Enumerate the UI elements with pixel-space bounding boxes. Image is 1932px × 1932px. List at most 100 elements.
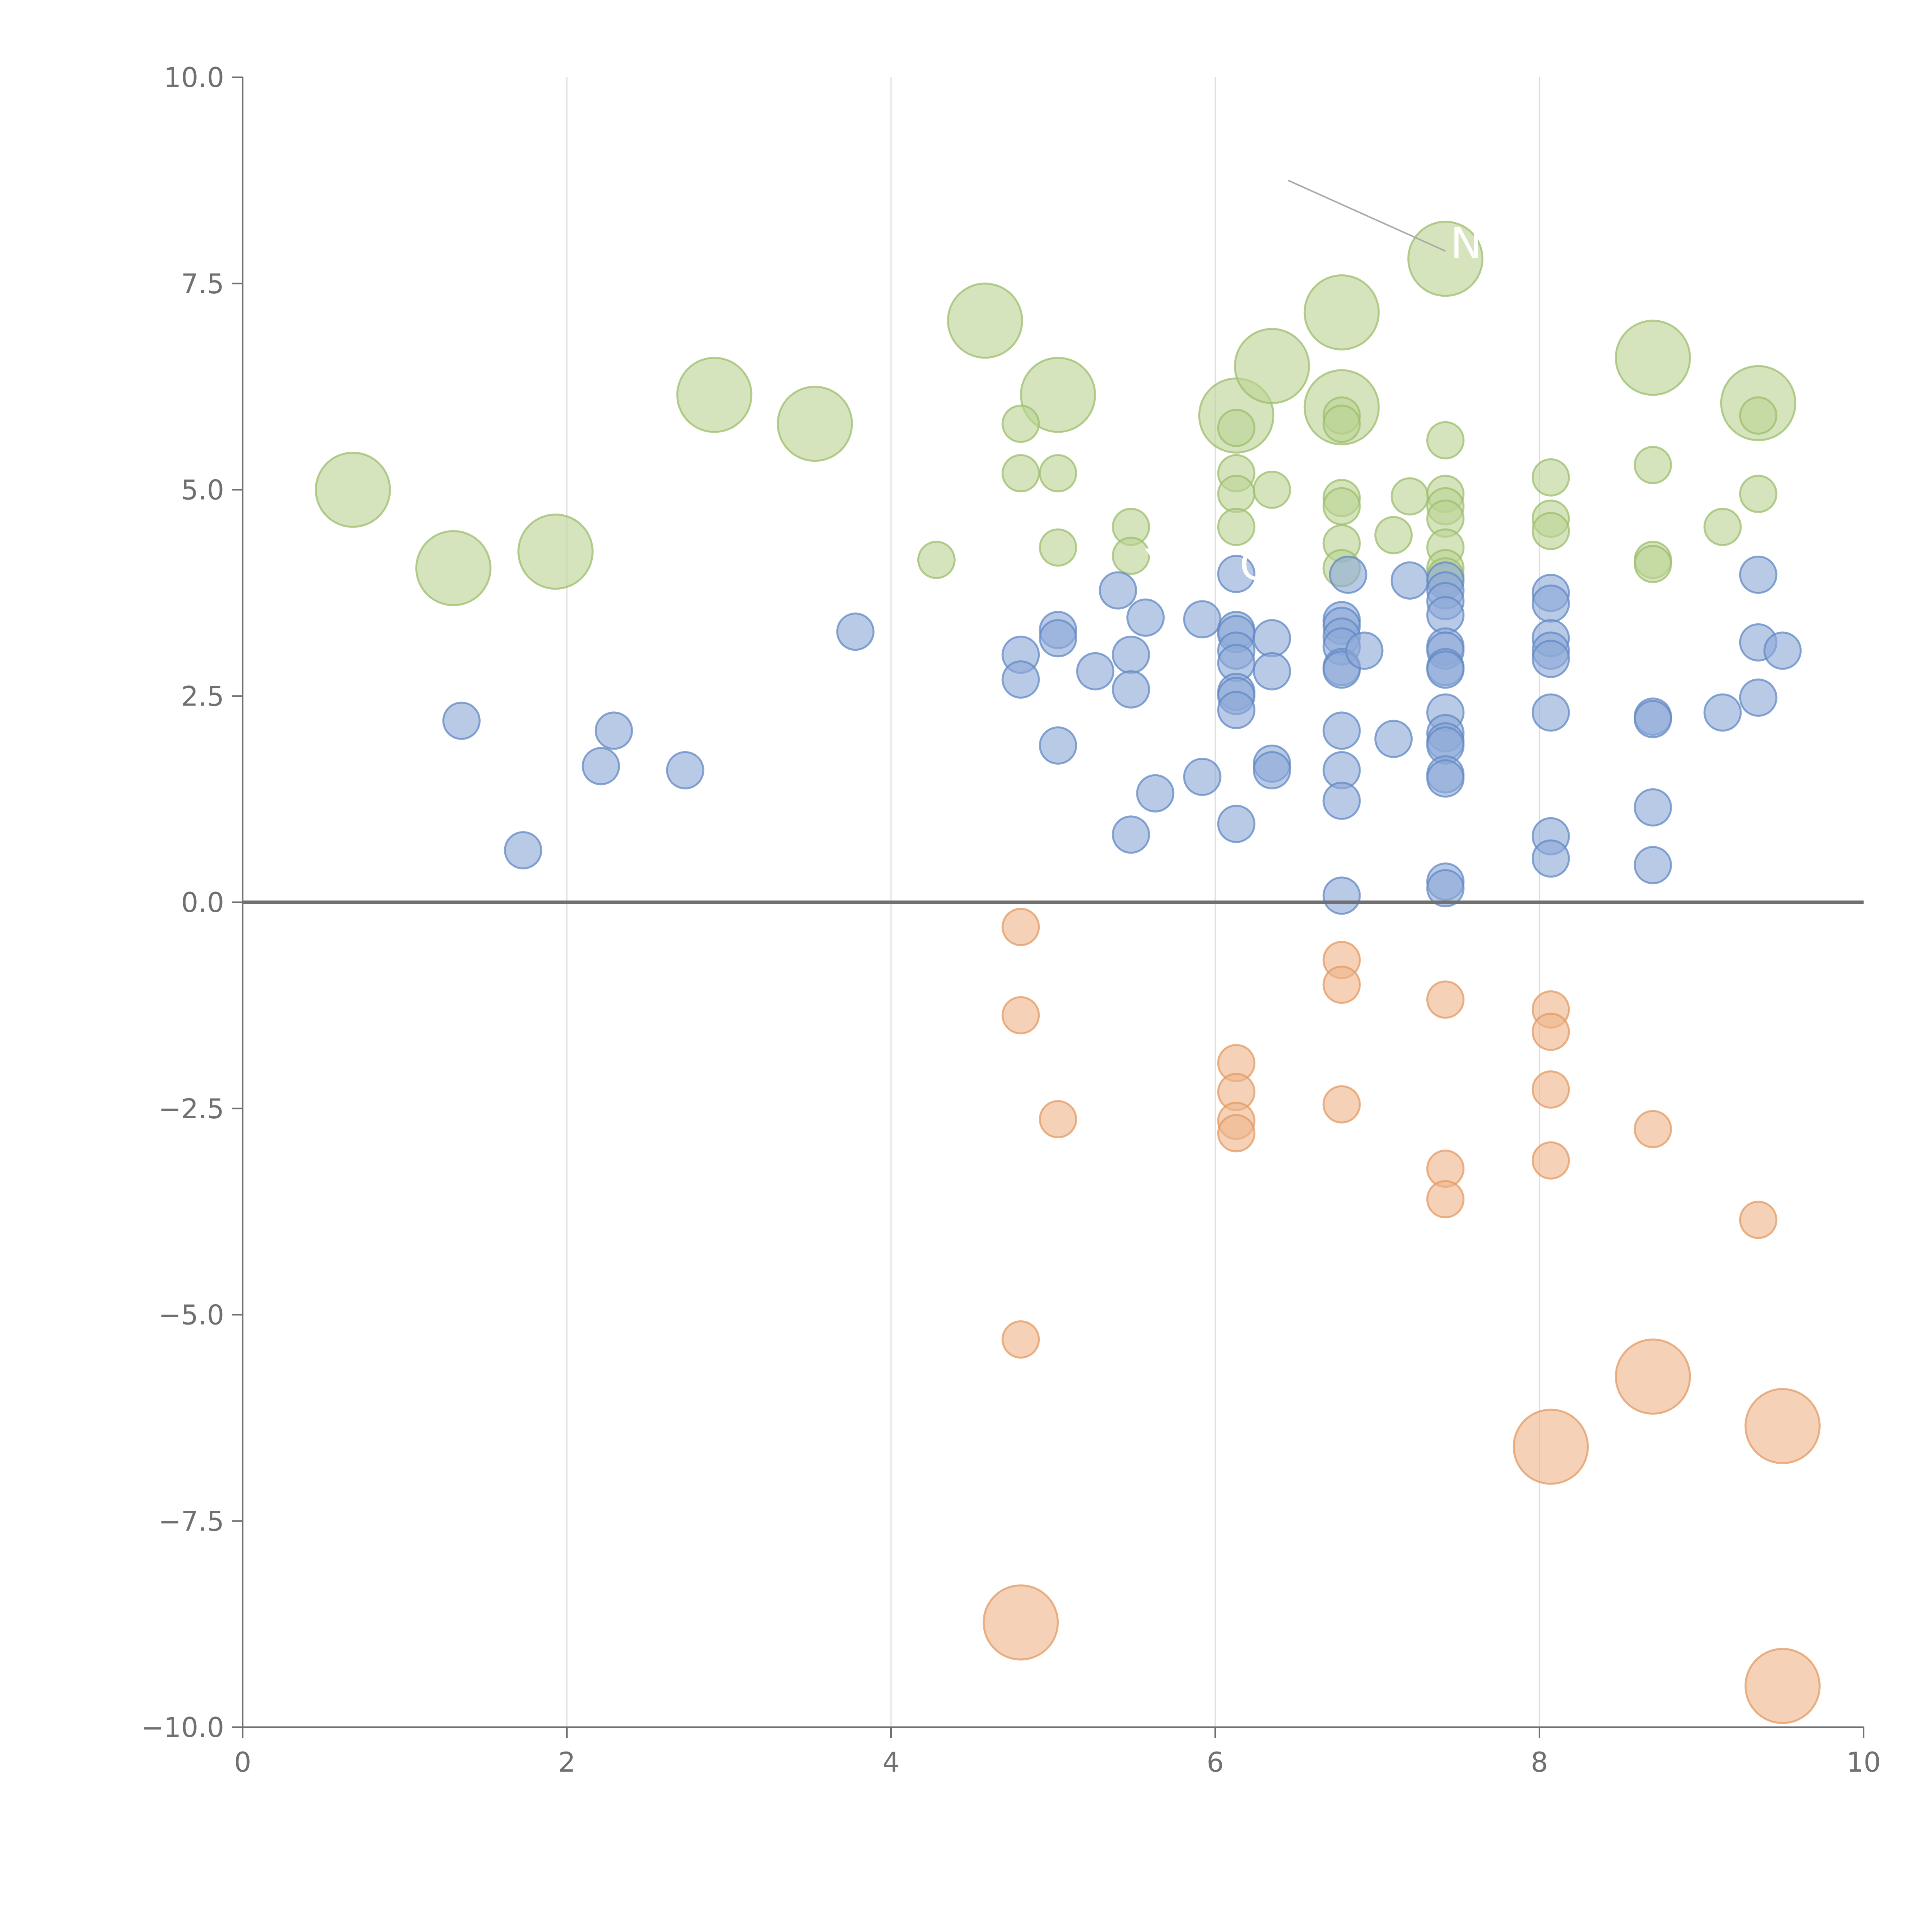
data-point bbox=[1303, 274, 1380, 350]
data-point bbox=[1739, 396, 1777, 435]
data-point bbox=[1322, 876, 1361, 915]
x-tick-label: 2 bbox=[558, 1747, 576, 1778]
data-point bbox=[947, 282, 1023, 359]
data-point bbox=[1634, 545, 1672, 583]
x-tick-label: 6 bbox=[1207, 1747, 1224, 1778]
data-point bbox=[1112, 636, 1150, 674]
data-point bbox=[1112, 536, 1150, 575]
data-point bbox=[983, 1584, 1059, 1661]
data-point bbox=[595, 711, 633, 750]
annotation-label: C bbox=[1551, 420, 1580, 470]
data-point bbox=[1322, 781, 1361, 820]
data-point bbox=[1234, 328, 1310, 404]
data-point bbox=[1322, 1085, 1361, 1124]
data-point bbox=[1426, 759, 1465, 798]
y-tick-label: 7.5 bbox=[181, 268, 224, 300]
data-point bbox=[1217, 1114, 1256, 1153]
data-point bbox=[1183, 600, 1221, 639]
data-point bbox=[1217, 474, 1256, 513]
y-tick-label: 10.0 bbox=[164, 62, 224, 94]
data-point bbox=[1112, 815, 1150, 854]
x-tick-label: 8 bbox=[1531, 1747, 1548, 1778]
data-point bbox=[504, 831, 543, 869]
data-point bbox=[1531, 693, 1570, 732]
y-tick-label: −2.5 bbox=[158, 1093, 224, 1125]
data-point bbox=[1744, 1648, 1821, 1724]
data-point bbox=[1426, 1180, 1465, 1219]
data-point bbox=[1253, 471, 1291, 509]
data-point bbox=[1039, 454, 1077, 493]
data-point bbox=[1531, 639, 1570, 678]
data-point bbox=[1039, 619, 1077, 658]
data-point bbox=[1217, 691, 1256, 730]
data-point bbox=[1345, 631, 1384, 670]
data-point bbox=[1039, 528, 1077, 567]
data-point bbox=[1615, 320, 1691, 396]
data-point bbox=[1374, 516, 1413, 554]
x-tick-label: 0 bbox=[234, 1747, 252, 1778]
y-tick-label: −5.0 bbox=[158, 1299, 224, 1331]
y-tick-label: 2.5 bbox=[181, 680, 224, 712]
data-point bbox=[1002, 1320, 1040, 1359]
data-point bbox=[1076, 652, 1115, 690]
y-tick-label: −10.0 bbox=[141, 1712, 224, 1743]
data-point bbox=[1253, 619, 1291, 658]
data-point bbox=[582, 747, 620, 786]
data-point bbox=[777, 386, 853, 462]
data-point bbox=[1739, 1201, 1777, 1239]
data-point bbox=[1426, 650, 1465, 689]
data-point bbox=[1634, 1110, 1672, 1148]
data-point bbox=[1739, 679, 1777, 717]
data-point bbox=[1183, 757, 1221, 796]
data-point bbox=[1322, 405, 1361, 443]
data-point bbox=[1531, 584, 1570, 623]
data-point bbox=[1329, 555, 1367, 594]
y-tick-label: 5.0 bbox=[181, 474, 224, 506]
data-point bbox=[1217, 408, 1256, 447]
data-point bbox=[1763, 631, 1802, 670]
data-point bbox=[1634, 700, 1672, 738]
x-tick-label: 10 bbox=[1846, 1747, 1881, 1778]
x-tick-label: 4 bbox=[883, 1747, 900, 1778]
y-tick-label: 0.0 bbox=[181, 887, 224, 918]
data-point bbox=[1426, 869, 1465, 908]
data-point bbox=[1531, 1141, 1570, 1180]
series-negative-small bbox=[1002, 908, 1777, 1359]
data-point bbox=[1634, 846, 1672, 884]
data-point bbox=[1531, 839, 1570, 878]
data-point bbox=[1002, 996, 1040, 1034]
data-point bbox=[836, 612, 875, 651]
data-point bbox=[1703, 693, 1742, 732]
data-point bbox=[1426, 421, 1465, 459]
data-point bbox=[1739, 474, 1777, 513]
data-point bbox=[442, 701, 481, 740]
data-point bbox=[415, 530, 492, 606]
data-point bbox=[917, 541, 956, 579]
y-tick-label: −7.5 bbox=[158, 1505, 224, 1537]
data-point bbox=[1390, 561, 1429, 600]
annotation-label: NI bbox=[1450, 218, 1495, 268]
data-point bbox=[1531, 512, 1570, 550]
data-point bbox=[1126, 598, 1165, 637]
data-point bbox=[1322, 966, 1361, 1004]
annotation-leader-line bbox=[1287, 180, 1446, 252]
data-point bbox=[1322, 711, 1361, 750]
data-point bbox=[1002, 454, 1040, 493]
data-point bbox=[1002, 908, 1040, 946]
data-point bbox=[1426, 980, 1465, 1019]
data-point bbox=[1217, 554, 1256, 593]
data-point bbox=[1020, 357, 1096, 433]
data-point bbox=[1703, 508, 1742, 546]
data-point bbox=[1253, 652, 1291, 690]
data-point bbox=[1217, 508, 1256, 546]
data-point bbox=[1531, 1012, 1570, 1051]
data-point bbox=[1112, 670, 1150, 709]
data-point bbox=[1099, 571, 1137, 610]
annotation-label: X bbox=[1142, 540, 1171, 590]
data-point bbox=[1002, 660, 1040, 699]
data-point bbox=[1531, 1070, 1570, 1109]
data-point bbox=[1744, 1388, 1821, 1464]
series-negative-large bbox=[983, 1338, 1821, 1724]
